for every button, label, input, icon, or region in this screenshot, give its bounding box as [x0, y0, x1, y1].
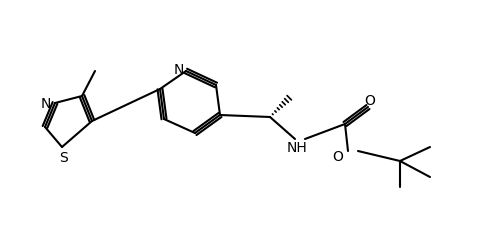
- Text: O: O: [332, 149, 344, 163]
- Text: NH: NH: [286, 140, 307, 154]
- Text: N: N: [174, 63, 184, 77]
- Text: O: O: [365, 94, 375, 108]
- Text: N: N: [41, 97, 51, 110]
- Text: S: S: [59, 150, 67, 164]
